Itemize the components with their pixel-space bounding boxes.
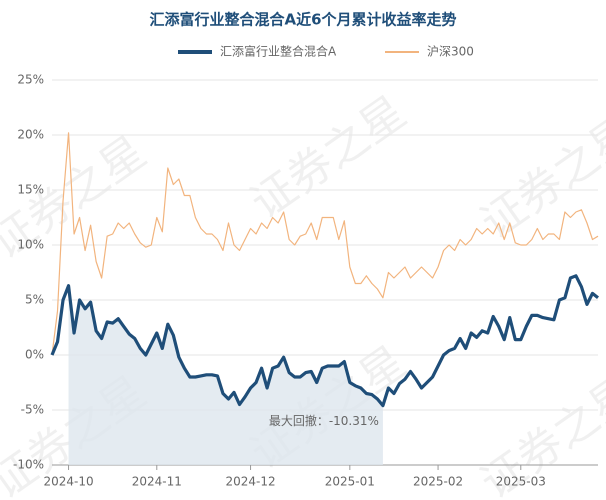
y-tick-label: 0%	[25, 348, 44, 362]
legend-label: 沪深300	[427, 45, 474, 59]
chart-title: 汇添富行业整合混合A近6个月累计收益率走势	[149, 11, 456, 29]
y-tick-label: 20%	[17, 128, 44, 142]
watermark: 证券之星	[242, 87, 415, 230]
y-tick-label: 10%	[17, 238, 44, 252]
y-tick-label: 5%	[25, 293, 44, 307]
drawdown-label: 最大回撤：-10.31%	[269, 413, 379, 428]
x-tick-label: 2024-12	[225, 475, 275, 489]
x-tick-label: 2025-03	[496, 475, 546, 489]
x-tick-label: 2024-11	[132, 475, 182, 489]
x-tick-label: 2025-02	[413, 475, 463, 489]
watermark: 证券之星	[472, 107, 606, 250]
series-line	[50, 274, 599, 408]
y-tick-label: -10%	[13, 458, 44, 472]
x-tick-label: 2024-10	[43, 475, 93, 489]
series-line	[51, 132, 599, 356]
drawdown-area	[68, 285, 383, 465]
y-tick-label: 25%	[17, 73, 44, 87]
y-tick-label: 15%	[17, 183, 44, 197]
x-tick-label: 2025-01	[325, 475, 375, 489]
legend-label: 汇添富行业整合混合A	[220, 44, 337, 59]
y-tick-label: -5%	[21, 403, 44, 417]
